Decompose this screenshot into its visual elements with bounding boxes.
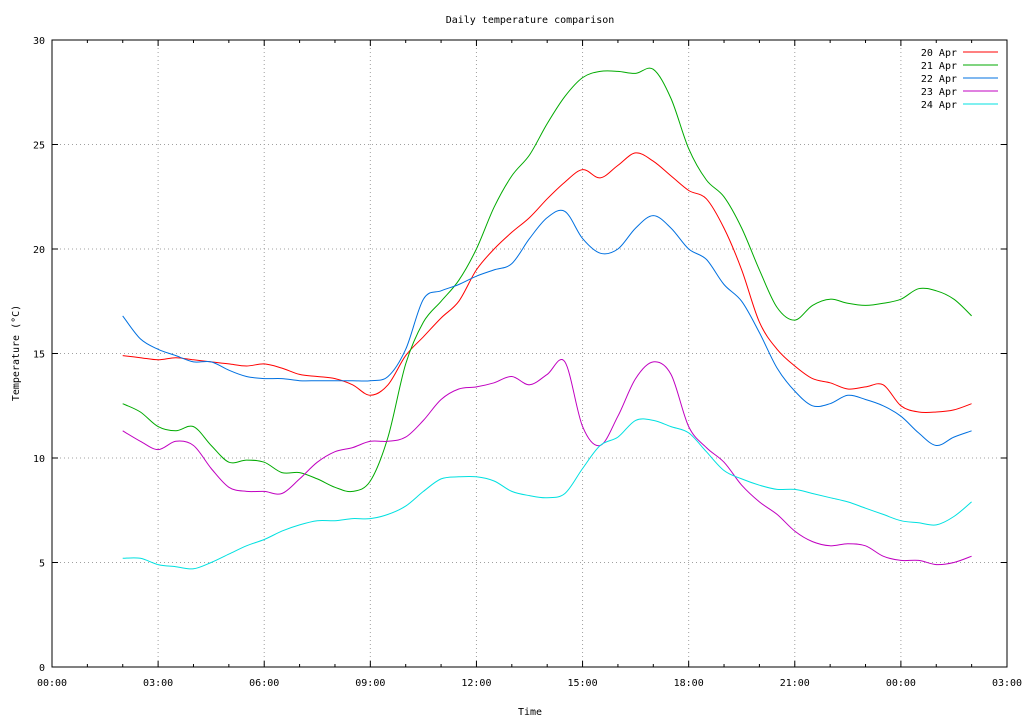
x-tick-label: 00:00 <box>886 678 916 689</box>
y-tick-label: 15 <box>33 350 45 361</box>
x-tick-label: 18:00 <box>674 678 704 689</box>
chart-title: Daily temperature comparison <box>446 15 615 26</box>
x-tick-label: 12:00 <box>461 678 491 689</box>
x-tick-label: 03:00 <box>143 678 173 689</box>
x-tick-label: 09:00 <box>355 678 385 689</box>
plot-frame <box>51 39 1008 668</box>
y-tick-label: 5 <box>39 559 45 570</box>
legend-label-24-apr: 24 Apr <box>921 100 957 111</box>
y-tick-label: 30 <box>33 36 45 47</box>
x-tick-labels: 00:00 03:00 06:00 09:00 12:00 15:00 18:00 21:00… <box>37 678 1022 689</box>
x-tick-label: 06:00 <box>249 678 279 689</box>
axis-ticks <box>51 39 1008 668</box>
legend-label-20-apr: 20 Apr <box>921 48 957 59</box>
series-line-23-apr <box>122 359 972 566</box>
y-axis-label: Temperature (°C) <box>11 305 22 401</box>
legend-label-21-apr: 21 Apr <box>921 61 957 72</box>
series-line-20-apr <box>122 152 972 414</box>
series-line-24-apr <box>122 418 972 570</box>
y-tick-label: 10 <box>33 454 45 465</box>
x-tick-label: 03:00 <box>992 678 1022 689</box>
y-tick-label: 0 <box>39 663 45 674</box>
x-tick-label: 15:00 <box>568 678 598 689</box>
legend-label-23-apr: 23 Apr <box>921 87 957 98</box>
y-tick-labels: 0 5 10 15 20 25 30 <box>33 36 45 674</box>
legend-label-22-apr: 22 Apr <box>921 74 957 85</box>
series-lines <box>122 67 972 570</box>
x-tick-label: 00:00 <box>37 678 67 689</box>
series-line-21-apr <box>122 67 972 493</box>
series-line-22-apr <box>122 209 972 447</box>
y-tick-label: 20 <box>33 245 45 256</box>
y-tick-label: 25 <box>33 141 45 152</box>
x-tick-label: 21:00 <box>780 678 810 689</box>
legend: 20 Apr 21 Apr 22 Apr 23 Apr 24 Apr <box>921 48 998 111</box>
grid <box>52 40 1007 667</box>
x-axis-label: Time <box>518 707 542 718</box>
